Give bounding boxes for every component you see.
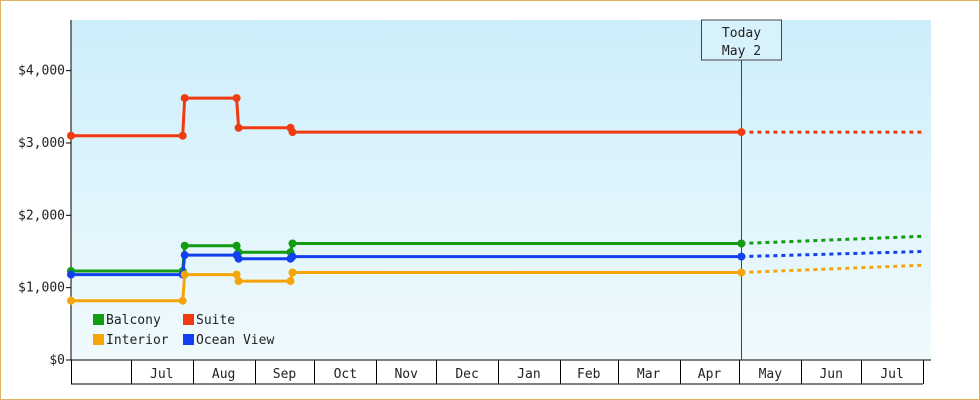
y-tick-label: $4,000 bbox=[18, 64, 65, 79]
x-tick-label: Nov bbox=[394, 367, 418, 382]
data-point bbox=[67, 296, 75, 305]
x-axis: Jul Aug Sep Oct Nov Dec Jan Feb Mar Apr May Jun Jul bbox=[71, 359, 931, 385]
today-box bbox=[701, 19, 782, 61]
x-tick-label: Jul bbox=[880, 367, 903, 382]
data-point bbox=[288, 268, 297, 277]
y-tick-label: $2,000 bbox=[18, 208, 65, 223]
data-point bbox=[67, 131, 75, 140]
today-date: May 2 bbox=[722, 44, 761, 59]
data-point bbox=[737, 252, 746, 261]
today-marker: Today May 2 bbox=[701, 19, 782, 360]
data-point bbox=[232, 241, 241, 250]
legend-label: Interior bbox=[106, 333, 169, 348]
legend-swatch bbox=[93, 314, 104, 325]
legend-item-ocean-view: Ocean View bbox=[183, 333, 274, 348]
data-point bbox=[178, 131, 187, 140]
legend-swatch bbox=[93, 334, 104, 345]
legend: Balcony Suite Interior Ocean View bbox=[93, 313, 274, 348]
x-tick-label: Jan bbox=[517, 367, 540, 382]
x-tick-label: Oct bbox=[334, 367, 357, 382]
data-point bbox=[232, 94, 241, 103]
x-tick-label: Dec bbox=[455, 367, 478, 382]
data-point bbox=[180, 94, 189, 103]
today-label: Today bbox=[722, 26, 761, 41]
data-point bbox=[286, 277, 295, 286]
data-point bbox=[737, 128, 746, 137]
series-forecast-line bbox=[741, 250, 924, 259]
data-point bbox=[234, 123, 243, 132]
legend-label: Balcony bbox=[106, 313, 161, 328]
data-point bbox=[288, 128, 297, 137]
x-tick-label: Apr bbox=[698, 367, 722, 382]
x-tick-label: Feb bbox=[577, 367, 601, 382]
y-tick-label: $1,000 bbox=[18, 281, 65, 296]
legend-item-balcony: Balcony bbox=[93, 313, 161, 328]
data-point bbox=[232, 270, 241, 279]
y-tick-label: $3,000 bbox=[18, 136, 65, 151]
y-axis: $0 $1,000 $2,000 $3,000 $4,000 bbox=[18, 20, 72, 368]
x-tick-label: Jul bbox=[150, 367, 173, 382]
y-tick-label: $0 bbox=[49, 353, 65, 368]
data-point bbox=[178, 296, 187, 305]
x-tick-label: May bbox=[759, 367, 783, 382]
plot-background bbox=[71, 20, 931, 360]
legend-item-interior: Interior bbox=[93, 333, 169, 348]
legend-item-suite: Suite bbox=[183, 313, 235, 328]
series-suite bbox=[67, 94, 923, 140]
data-point bbox=[288, 239, 297, 248]
x-tick-label: Mar bbox=[637, 367, 661, 382]
data-point bbox=[737, 239, 746, 248]
series-interior bbox=[67, 263, 924, 305]
legend-swatch bbox=[183, 314, 194, 325]
legend-label: Ocean View bbox=[196, 333, 274, 348]
data-point bbox=[737, 268, 746, 277]
data-point bbox=[180, 270, 189, 279]
x-tick-label: Sep bbox=[273, 367, 297, 382]
data-point bbox=[180, 251, 189, 260]
legend-swatch bbox=[183, 334, 194, 345]
series-forecast-line bbox=[741, 263, 924, 274]
data-point bbox=[67, 270, 75, 279]
data-point bbox=[234, 254, 243, 263]
data-point bbox=[288, 252, 297, 261]
series-forecast-line bbox=[741, 234, 924, 245]
x-tick-label: Aug bbox=[212, 367, 235, 382]
x-tick-label: Jun bbox=[819, 367, 842, 382]
data-point bbox=[180, 241, 189, 250]
data-point bbox=[234, 277, 243, 286]
legend-label: Suite bbox=[196, 313, 235, 328]
series-layer bbox=[67, 94, 924, 305]
